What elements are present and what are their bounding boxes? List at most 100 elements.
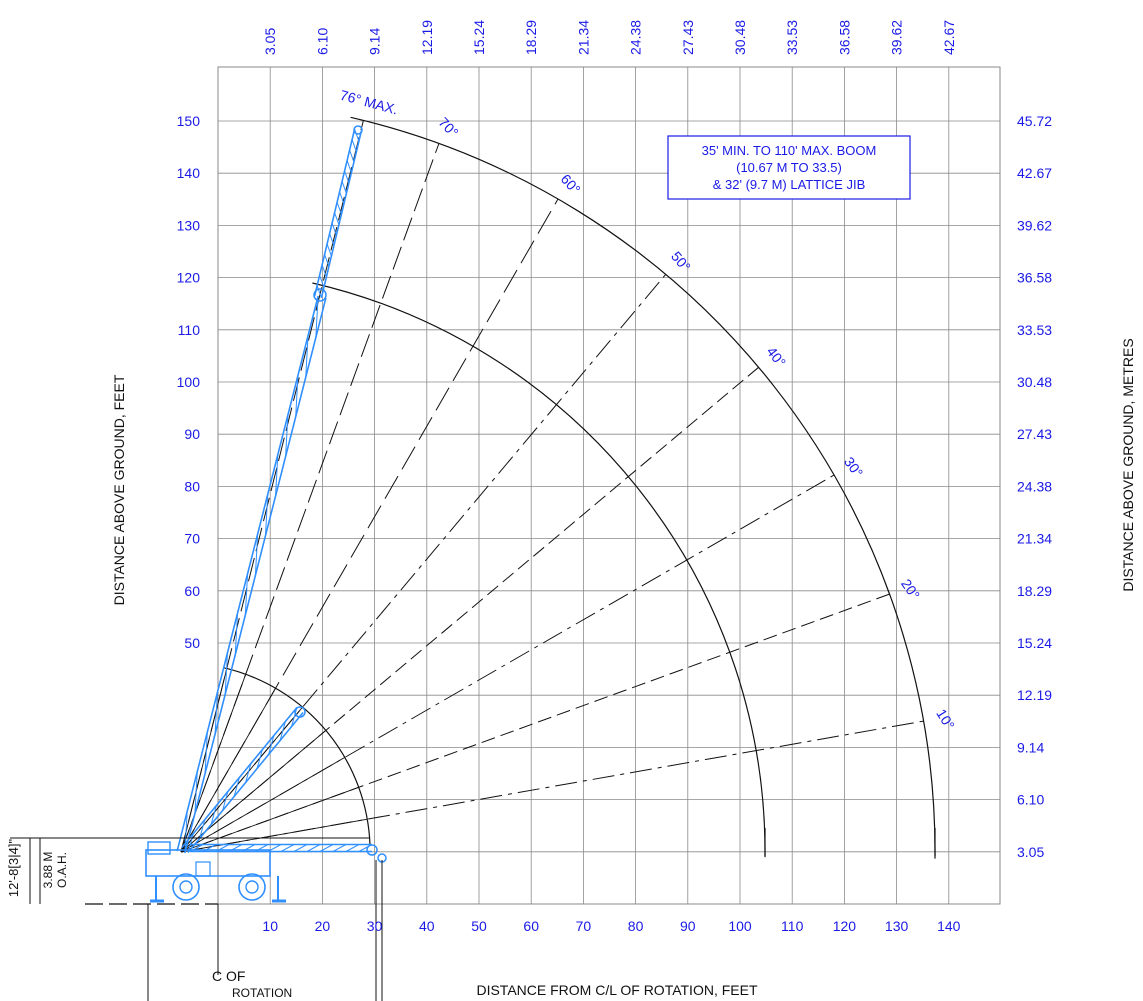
boom-note-title: 35' MIN. TO 110' MAX. BOOM: [702, 143, 877, 158]
boom-note-line-1: (10.67 M TO 33.5): [736, 160, 842, 175]
horizontal-boom-lacing: [332, 844, 347, 852]
main-boom-lacing: [254, 533, 259, 576]
y-tick-feet: 90: [184, 426, 200, 442]
horizontal-boom-lacing: [293, 844, 308, 852]
retracted-boom-lacing: [279, 721, 286, 741]
operator-cab: [147, 841, 171, 855]
lattice-jib-lacing: [341, 181, 347, 194]
horizontal-boom-lacing: [345, 844, 360, 852]
jib-angle-line: [180, 668, 228, 853]
dimension-lines: [10, 837, 383, 1001]
horizontal-boom-lacing: [319, 844, 334, 852]
main-boom: [184, 297, 327, 854]
horizontal-boom-lacing: [280, 844, 295, 852]
x-tick-metres: 21.34: [575, 20, 591, 55]
boom-angle-lines: 10°20°30°40°50°60°70°76° MAX.: [180, 87, 958, 853]
boom-note-box: [667, 135, 911, 200]
main-boom-lacing: [285, 414, 289, 457]
retracted-boom-lacing: [210, 805, 217, 825]
lattice-jib-lacing: [331, 222, 337, 236]
x-tick-metres: 27.43: [680, 20, 696, 55]
boom-note-line-2: & 32' (9.7 M) LATTICE JIB: [713, 177, 866, 192]
lattice-jib-lacing: [339, 191, 345, 205]
lattice-jib: [313, 128, 356, 297]
y-tick-metres: 30.48: [1017, 374, 1052, 390]
x-tick-metres: 24.38: [628, 20, 644, 55]
main-boom-lacing: [305, 335, 309, 378]
jib-angle-line: [180, 786, 359, 853]
y-tick-feet: 100: [177, 374, 201, 390]
x-tick-metres: 15.24: [471, 20, 487, 55]
y-tick-metres: 18.29: [1017, 583, 1052, 599]
y-tick-metres: 21.34: [1017, 531, 1052, 547]
y-tick-metres: 15.24: [1017, 635, 1052, 651]
radius-arc: [312, 282, 766, 858]
y-axis-label-right: DISTANCE ABOVE GROUND, METRES: [1120, 338, 1136, 591]
y-tick-metres: 6.10: [1017, 792, 1044, 808]
y-tick-metres: 9.14: [1017, 739, 1044, 755]
x-tick-metres: 42.67: [941, 20, 957, 55]
x-tick-feet: 80: [628, 918, 644, 934]
boom-angle-label: 76° MAX.: [338, 87, 399, 118]
tick-labels: 10 20 30 40 50 60 70 80 90 100 110 120 130 140 3.05 6.1…: [177, 20, 1053, 934]
retracted-boom-lacing: [233, 777, 240, 797]
y-tick-metres: 42.67: [1017, 165, 1052, 181]
y-tick-feet: 130: [177, 217, 201, 233]
y-tick-feet: 110: [178, 322, 201, 338]
boom-angle-label: 20°: [898, 576, 923, 602]
boom-angle-label: 60°: [558, 171, 584, 197]
x-tick-feet: 140: [937, 918, 961, 934]
jib-tip: [353, 125, 363, 135]
main-boom-lacing: [315, 295, 319, 338]
boom-angle-label: 10°: [933, 706, 958, 732]
jib-angle-line: [180, 757, 346, 853]
x-tick-feet: 20: [315, 918, 331, 934]
x-tick-feet: 60: [523, 918, 539, 934]
x-tick-metres: 30.48: [732, 20, 748, 55]
rear-wheel: [238, 873, 266, 901]
front-wheel-hub: [179, 880, 193, 894]
x-axis-label: DISTANCE FROM C/L OF ROTATION, FEET: [476, 982, 757, 998]
lattice-jib-lacing: [324, 254, 330, 267]
x-tick-feet: 70: [576, 918, 592, 934]
lattice-jib-lacing: [316, 285, 322, 298]
lattice-jib-lacing: [354, 129, 360, 142]
main-boom-lacing: [244, 573, 249, 616]
y-tick-feet: 60: [184, 583, 200, 599]
main-boom-lacing: [224, 652, 228, 695]
grid-frame: [217, 66, 1001, 905]
y-tick-feet: 120: [177, 270, 201, 286]
main-boom-lacing: [295, 375, 299, 417]
rear-wheel-hub: [245, 880, 259, 894]
lattice-jib-lacing: [349, 149, 355, 163]
main-boom: [176, 295, 319, 852]
y-tick-feet: 150: [177, 113, 201, 129]
x-tick-metres: 18.29: [523, 20, 539, 55]
x-tick-metres: 39.62: [889, 20, 905, 55]
x-tick-feet: 120: [833, 918, 857, 934]
x-tick-feet: 90: [680, 918, 696, 934]
y-tick-feet: 140: [177, 165, 201, 181]
grid: [217, 66, 1001, 905]
x-tick-feet: 100: [728, 918, 752, 934]
y-tick-metres: 12.19: [1017, 687, 1052, 703]
radius-arcs: [223, 116, 936, 859]
y-tick-feet: 80: [184, 478, 200, 494]
height-metric-note: O.A.H.: [55, 852, 69, 888]
y-tick-metres: 36.58: [1017, 270, 1052, 286]
main-boom-lacing: [184, 811, 188, 854]
height-imperial: 12'-8[3|4]": [6, 839, 21, 898]
x-tick-metres: 6.10: [314, 28, 330, 55]
horizontal-boom-lacing: [306, 844, 321, 852]
retracted-boom-lacing: [291, 707, 298, 727]
lattice-jib-lacing: [336, 202, 342, 215]
main-boom-lacing: [204, 732, 208, 774]
height-metric: 3.88 M: [41, 852, 55, 889]
lattice-jib-lacing: [321, 264, 327, 278]
x-tick-feet: 110: [781, 918, 804, 934]
retracted-boom-lacing: [245, 763, 252, 783]
x-tick-feet: 10: [262, 918, 278, 934]
lattice-jib-lacing: [326, 243, 332, 257]
retracted-boom-lacing: [268, 735, 275, 755]
